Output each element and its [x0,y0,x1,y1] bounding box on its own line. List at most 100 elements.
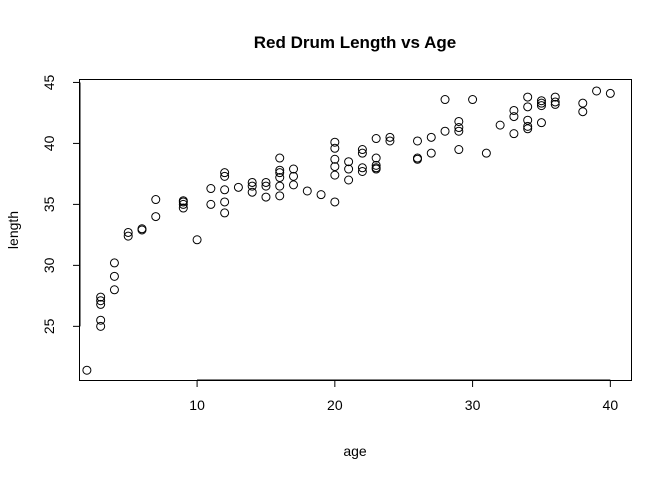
data-point [578,107,588,117]
data-point [220,197,230,207]
data-point [109,271,119,281]
data-point [137,224,147,234]
data-point [550,92,560,102]
data-point [330,137,340,147]
data-point [344,175,354,185]
data-point [233,182,243,192]
data-point [96,299,106,309]
data-point [509,112,519,122]
data-point [523,121,533,131]
data-point [454,123,464,133]
x-axis: 10 20 30 40 [189,379,619,413]
data-point [220,185,230,195]
data-point [357,163,367,173]
data-points [82,86,615,375]
x-tick-label: 20 [327,397,343,413]
y-tick-label: 45 [41,74,57,90]
data-point [275,181,285,191]
data-point [302,186,312,196]
data-point [220,208,230,218]
data-point [178,203,188,213]
x-tick-label: 40 [603,397,619,413]
data-point [371,153,381,163]
data-point [109,285,119,295]
data-point [206,184,216,194]
data-point [261,177,271,187]
data-point [96,315,106,325]
data-point [357,166,367,176]
data-point [454,145,464,155]
data-point [426,148,436,158]
x-tick-label: 10 [189,397,205,413]
data-point [385,136,395,146]
data-point [330,197,340,207]
data-point [523,102,533,112]
data-point [495,120,505,130]
data-point [550,97,560,107]
data-point [344,164,354,174]
data-point [371,160,381,170]
data-point [192,235,202,245]
data-point [247,181,257,191]
data-point [247,177,257,187]
data-point [578,98,588,108]
data-point [275,173,285,183]
data-point [247,187,257,197]
data-point [220,171,230,181]
data-point [550,99,560,109]
data-point [344,157,354,167]
data-point [481,148,491,158]
data-point [536,96,546,106]
data-point [289,164,299,174]
x-axis-label: age [343,443,367,459]
data-point [412,136,422,146]
y-axis: 25 30 35 40 45 [41,74,81,334]
data-point [385,132,395,142]
y-tick-label: 25 [41,318,57,334]
data-point [178,199,188,209]
x-tick-label: 30 [465,397,481,413]
data-point [316,190,326,200]
data-point [440,95,450,105]
data-point [261,181,271,191]
data-point [357,145,367,155]
data-point [275,153,285,163]
y-tick-label: 30 [41,257,57,273]
data-point [454,116,464,126]
data-point [82,365,92,375]
data-point [289,180,299,190]
data-point [412,153,422,163]
data-point [371,163,381,173]
data-point [536,118,546,128]
data-point [330,154,340,164]
data-point [536,101,546,111]
data-point [468,95,478,105]
data-point [454,126,464,136]
plot-frame [79,79,632,381]
data-point [261,192,271,202]
data-point [523,124,533,134]
chart-title: Red Drum Length vs Age [254,33,456,52]
data-point [330,170,340,180]
data-point [605,88,615,98]
data-point [220,168,230,178]
data-point [109,258,119,268]
data-point [523,115,533,125]
data-point [426,132,436,142]
y-tick-label: 35 [41,196,57,212]
data-point [330,143,340,153]
data-point [536,98,546,108]
data-point [275,165,285,175]
data-point [275,168,285,178]
data-point [151,195,161,205]
data-point [592,86,602,96]
data-point [123,231,133,241]
data-point [178,196,188,206]
data-point [371,134,381,144]
y-axis-label: length [5,211,21,249]
data-point [151,212,161,222]
data-point [96,292,106,302]
data-point [357,148,367,158]
